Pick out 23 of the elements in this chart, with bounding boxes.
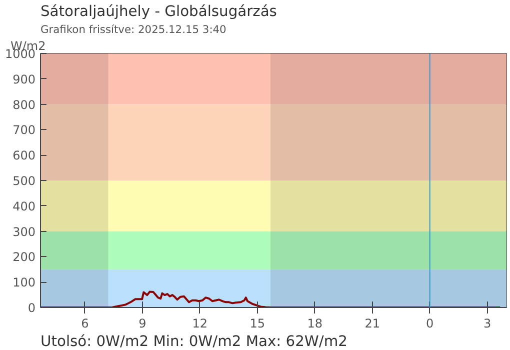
chart-title: Sátoraljaújhely - Globálsugárzás [40,3,277,20]
y-tick-label: 700 [12,123,36,138]
x-tick-label: 21 [364,316,380,330]
line-series [40,290,502,308]
y-tick-label: 200 [12,250,36,264]
x-tick-label: 6 [81,316,89,330]
x-tick-label: 12 [192,316,208,330]
chart-subtitle: Grafikon frissítve: 2025.12.15 3:40 [40,23,227,36]
y-tick-label: 500 [12,174,36,188]
y-tick-label: 900 [12,72,36,86]
y-tick-label: 300 [12,224,36,239]
y-tick-label: 800 [12,98,36,112]
text: Utolsó: 0W/m2 Min: 0W/m2 Max: 62W/m2 [40,333,348,350]
x-tick-label: 0 [426,316,434,330]
x-tick-label: 18 [307,316,323,330]
y-tick-label: 600 [12,148,36,163]
x-tick-label: 9 [138,316,146,330]
x-tick-label: 15 [250,316,266,330]
y-axis-title: W/m2 [10,39,46,53]
y-tick-label: 100 [12,276,36,290]
y-tick-label: 400 [12,199,36,214]
x-tick-label: 3 [484,316,492,330]
y-tick-label: 0 [28,301,36,315]
